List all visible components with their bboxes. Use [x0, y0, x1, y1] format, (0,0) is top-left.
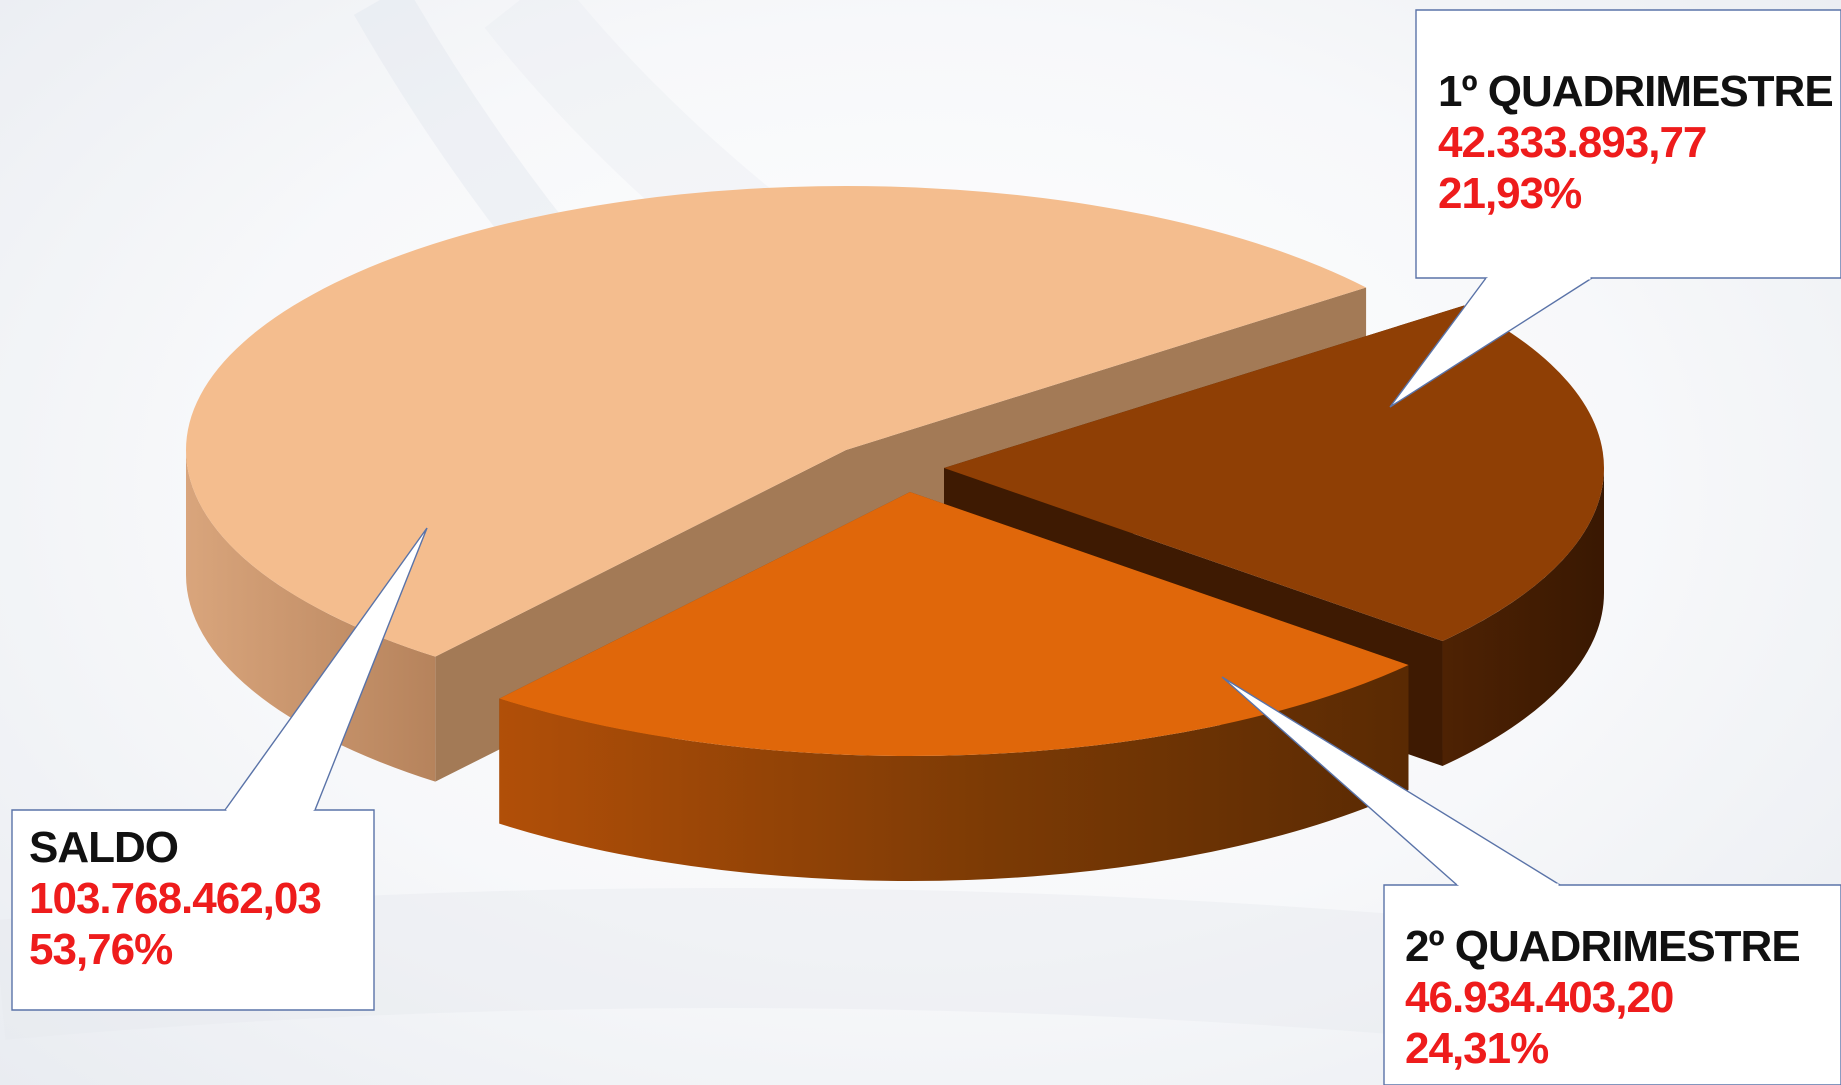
pie-top-saldo — [185, 185, 1367, 657]
slice-percent-saldo: 53,76% — [29, 925, 173, 974]
callout-label-q1: 1º QUADRIMESTRE 42.333.893,77 21,93% — [1438, 66, 1834, 219]
callout-label-saldo: SALDO 103.768.462,03 53,76% — [29, 822, 322, 975]
callout-box-q1 — [1415, 9, 1841, 279]
slice-name-saldo: SALDO — [29, 823, 179, 872]
slice-name-q1: 1º QUADRIMESTRE — [1438, 67, 1834, 116]
callout-pointer-q1 — [1389, 277, 1593, 408]
pie-side-saldo-0 — [186, 450, 436, 782]
slice-value-saldo: 103.768.462,03 — [29, 874, 322, 923]
slice-name-q2: 2º QUADRIMESTRE — [1405, 922, 1801, 971]
callout-pointer-q2 — [1221, 676, 1561, 886]
slice-percent-q1: 21,93% — [1438, 169, 1582, 218]
callout-box-q2 — [1383, 884, 1841, 1085]
pie-top-q1 — [944, 305, 1604, 642]
callout-label-q2: 2º QUADRIMESTRE 46.934.403,20 24,31% — [1405, 921, 1801, 1074]
callout-pointer-saldo — [224, 527, 428, 811]
slice-value-q2: 46.934.403,20 — [1405, 973, 1674, 1022]
slice-value-q1: 42.333.893,77 — [1438, 118, 1707, 167]
pie-side-q1-0 — [1442, 468, 1604, 767]
slice-percent-q2: 24,31% — [1405, 1024, 1549, 1073]
pie-top-q2 — [499, 492, 1409, 756]
pie-side-q2-0 — [499, 665, 1409, 881]
